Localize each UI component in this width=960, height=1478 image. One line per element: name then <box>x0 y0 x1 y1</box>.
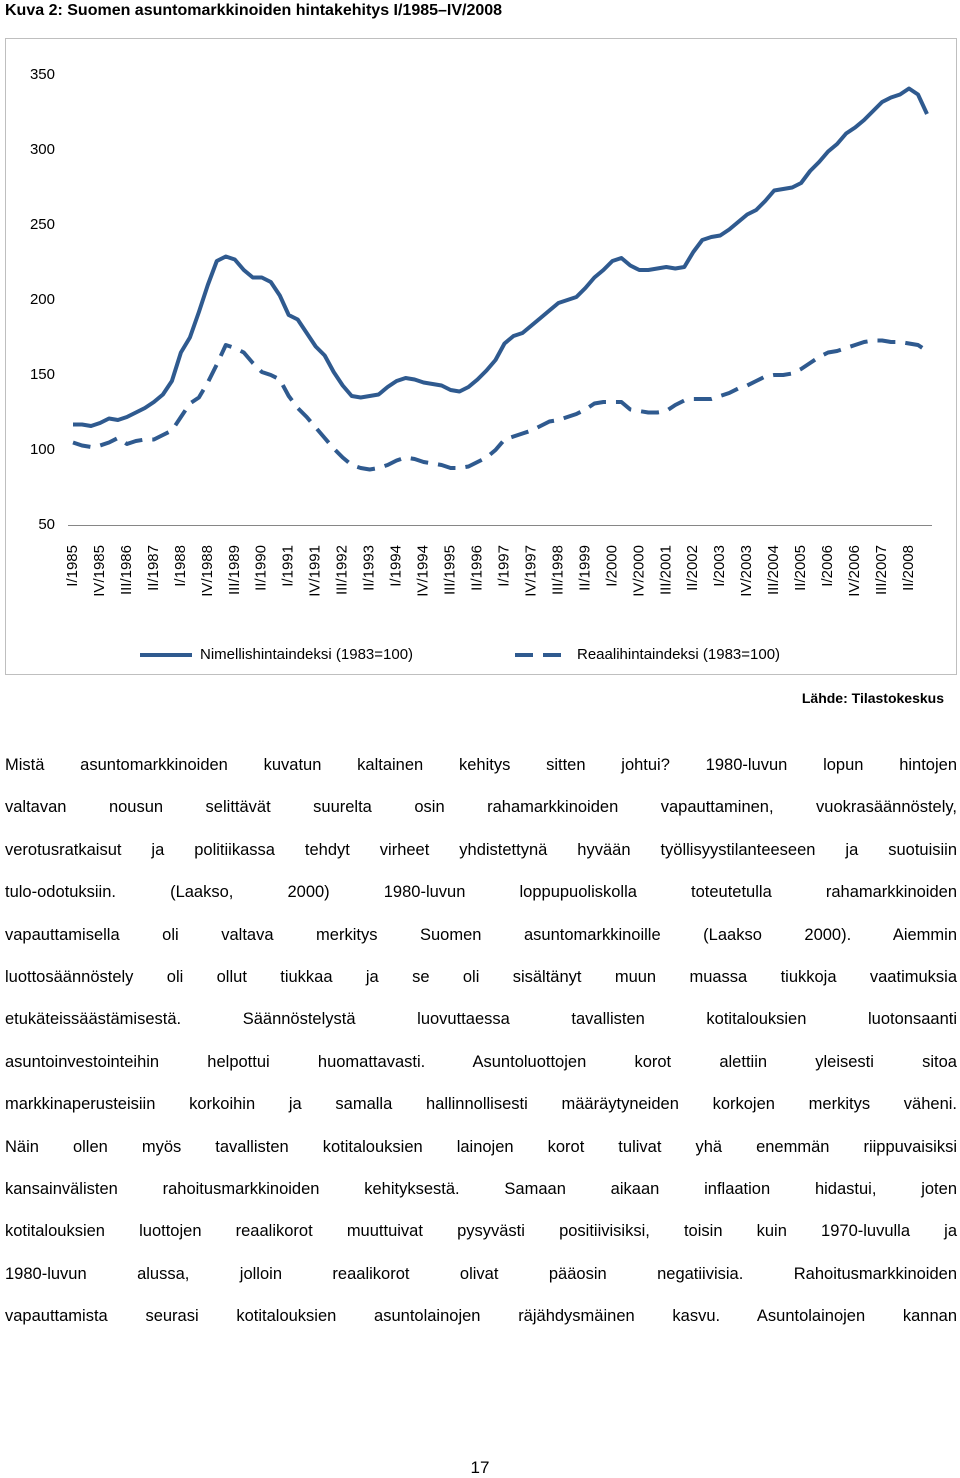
text-line: asuntoinvestointeihin helpottui huomatta… <box>5 1052 957 1071</box>
y-tick-label: 150 <box>30 366 55 383</box>
x-tick-label: I/2003 <box>711 545 728 587</box>
y-tick-label: 50 <box>38 516 55 533</box>
x-tick-label: III/2004 <box>765 545 782 595</box>
series-line <box>73 86 929 428</box>
x-tick-label: IV/1991 <box>307 545 324 597</box>
x-tick-label: II/1993 <box>361 545 378 591</box>
x-tick-label: I/1994 <box>388 545 405 587</box>
x-tick-label: IV/1988 <box>199 545 216 597</box>
text-line: markkinaperusteisiin korkoihin ja samall… <box>5 1095 957 1114</box>
x-tick-label: II/2005 <box>792 545 809 591</box>
legend-label: Nimellishintaindeksi (1983=100) <box>200 646 413 663</box>
text-line: Mistä asuntomarkkinoiden kuvatun kaltain… <box>5 756 957 774</box>
x-tick-label: III/1986 <box>118 545 135 595</box>
text-line: tulo-odotuksiin. (Laakso, 2000) 1980-luv… <box>5 883 957 902</box>
y-tick-label: 100 <box>30 441 55 458</box>
x-tick-label: II/1990 <box>253 545 270 591</box>
x-tick-label: III/1998 <box>549 545 566 595</box>
x-tick-label: IV/2006 <box>846 545 863 597</box>
y-tick-label: 300 <box>30 141 55 158</box>
page-number: 17 <box>470 1458 490 1477</box>
series-line <box>72 338 929 472</box>
text-line: kotitalouksien luottojen reaalikorot muu… <box>5 1222 957 1241</box>
x-tick-label: IV/1994 <box>415 545 432 597</box>
text-line: kansainvälisten rahoitusmarkkinoiden keh… <box>5 1180 957 1198</box>
x-tick-label: I/2000 <box>603 545 620 587</box>
x-tick-label: IV/2003 <box>738 545 755 597</box>
text-line: vapauttamista seurasi kotitalouksien asu… <box>5 1307 957 1326</box>
x-tick-label: I/1988 <box>172 545 189 587</box>
x-tick-label: II/2008 <box>900 545 917 591</box>
figure-title: Kuva 2: Suomen asuntomarkkinoiden hintak… <box>5 2 503 19</box>
x-tick-label: III/1992 <box>334 545 351 595</box>
x-tick-label: I/1991 <box>280 545 297 587</box>
x-tick-label: III/2007 <box>873 545 890 595</box>
x-tick-label: I/1985 <box>64 545 81 587</box>
source: Lähde: Tilastokeskus <box>801 690 944 706</box>
legend-label: Reaalihintaindeksi (1983=100) <box>577 646 780 663</box>
text-line: 1980-luvun alussa, jolloin reaalikorot o… <box>5 1264 957 1283</box>
text-line: etukäteissäästämisestä. Säännöstelystä l… <box>5 1010 957 1029</box>
chart: 50 100 150 200 250 300 350 I/1985 IV/1985 III/198… <box>5 38 957 675</box>
y-tick-label: 250 <box>30 216 55 233</box>
x-tick-label: IV/1985 <box>91 545 108 597</box>
x-tick-label: I/2006 <box>819 545 836 587</box>
y-tick-label: 200 <box>30 291 55 308</box>
x-tick-label: I/1997 <box>495 545 512 587</box>
x-tick-label: II/2002 <box>684 545 701 591</box>
chart-border <box>5 38 957 675</box>
text-line: Näin ollen myös tavallisten kotitalouksi… <box>5 1137 957 1156</box>
y-tick-label: 350 <box>30 66 55 83</box>
x-tick-label: IV/1997 <box>522 545 539 597</box>
x-tick-label: IV/2000 <box>630 545 647 597</box>
x-tick-label: II/1999 <box>576 545 593 591</box>
x-tick-label: II/1987 <box>145 545 162 591</box>
x-tick-label: III/2001 <box>657 545 674 595</box>
x-tick-label: III/1995 <box>442 545 459 595</box>
text-line: verotusratkaisut ja politiikassa tehdyt … <box>5 840 957 859</box>
text-line: valtavan nousun selittävät suurelta osin… <box>5 798 957 817</box>
text-line: vapauttamisella oli valtava merkitys Suo… <box>5 925 957 944</box>
x-tick-label: II/1996 <box>468 545 485 591</box>
text-line: luottosäännöstely oli ollut tiukkaa ja s… <box>5 968 957 986</box>
x-tick-label: III/1989 <box>226 545 243 595</box>
